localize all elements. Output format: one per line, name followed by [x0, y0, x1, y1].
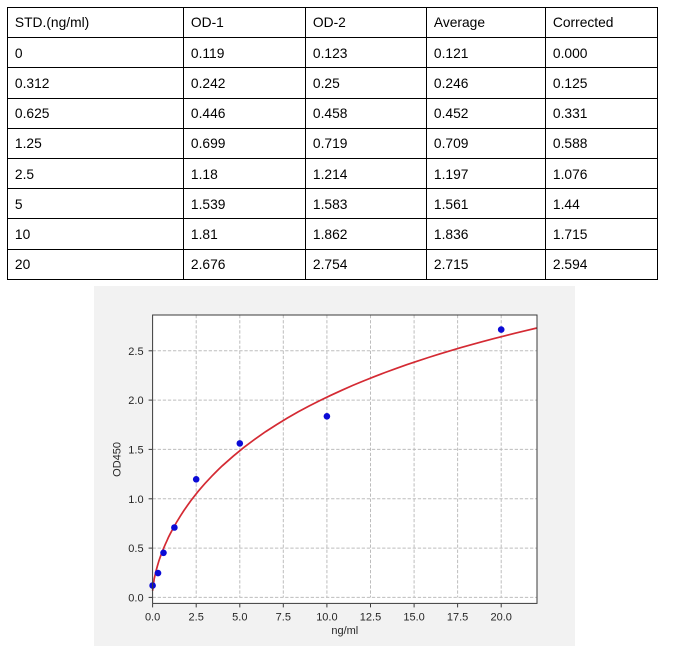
svg-text:7.5: 7.5 — [276, 612, 291, 624]
svg-text:1.5: 1.5 — [128, 444, 143, 456]
svg-text:0.0: 0.0 — [128, 592, 143, 604]
svg-text:0.5: 0.5 — [128, 543, 143, 555]
svg-text:0.0: 0.0 — [145, 612, 160, 624]
svg-text:1.0: 1.0 — [128, 494, 143, 506]
svg-text:2.0: 2.0 — [128, 395, 143, 407]
svg-text:12.5: 12.5 — [360, 612, 381, 624]
svg-text:20.0: 20.0 — [490, 612, 511, 624]
svg-text:10.0: 10.0 — [316, 612, 337, 624]
svg-text:17.5: 17.5 — [447, 612, 468, 624]
svg-text:2.5: 2.5 — [128, 346, 143, 358]
svg-text:15.0: 15.0 — [403, 612, 424, 624]
svg-text:2.5: 2.5 — [189, 612, 204, 624]
svg-text:5.0: 5.0 — [232, 612, 247, 624]
svg-text:OD450: OD450 — [112, 442, 124, 477]
svg-text:ng/ml: ng/ml — [331, 625, 358, 637]
